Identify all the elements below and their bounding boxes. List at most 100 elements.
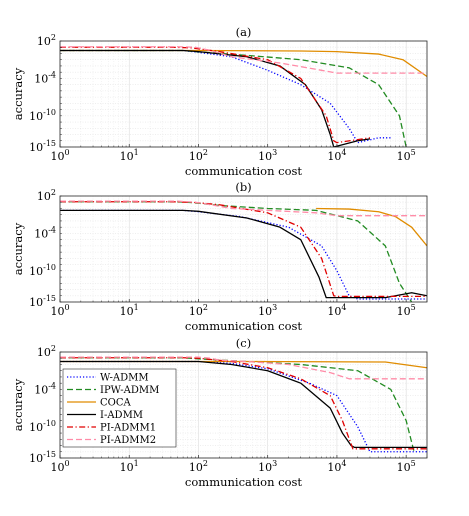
x-axis-label: communication cost: [185, 319, 303, 333]
x-tick-label: 101: [120, 148, 139, 163]
tick-exponent: 0: [64, 148, 69, 157]
legend-label: PI-ADMM1: [100, 423, 156, 434]
legend-label: W-ADMM: [100, 373, 149, 384]
legend-label: COCA: [100, 398, 132, 409]
y-axis-label: accuracy: [11, 378, 25, 431]
legend-label: IPW-ADMM: [100, 385, 159, 396]
x-tick-labels: 100 101 102 103 104 105: [50, 148, 415, 163]
tick-base: 10: [29, 141, 43, 154]
x-axis-label: communication cost: [185, 164, 303, 178]
legend-label: I-ADMM: [100, 410, 143, 421]
panel-title: (c): [236, 336, 251, 350]
y-axis-label: accuracy: [11, 222, 25, 275]
y-tick-label: 102: [37, 188, 56, 203]
series-line-i-admm: [60, 49, 371, 147]
y-tick-label: 10-15: [29, 294, 56, 309]
legend-label: PI-ADMM2: [100, 435, 156, 446]
tick-base: 10: [397, 305, 411, 318]
series-line-pi-admm1: [60, 357, 427, 450]
tick-exponent: 5: [411, 148, 416, 157]
tick-exponent: -10: [43, 419, 56, 428]
tick-base: 10: [37, 35, 51, 48]
tick-base: 10: [189, 150, 203, 163]
tick-exponent: -15: [43, 450, 56, 459]
tick-base: 10: [397, 461, 411, 474]
tick-base: 10: [189, 305, 203, 318]
tick-exponent: 1: [134, 303, 139, 312]
tick-base: 10: [29, 421, 43, 434]
x-tick-label: 105: [397, 459, 416, 474]
tick-base: 10: [34, 227, 48, 240]
y-tick-label: 10-4: [34, 381, 56, 396]
tick-base: 10: [29, 296, 43, 309]
panel-title: (b): [235, 180, 251, 194]
x-tick-label: 103: [258, 459, 277, 474]
x-tick-labels: 100 101 102 103 104 105: [50, 459, 415, 474]
tick-base: 10: [397, 150, 411, 163]
y-tick-label: 10-4: [34, 225, 56, 240]
x-tick-label: 101: [120, 459, 139, 474]
series-line-coca: [60, 49, 427, 78]
x-tick-label: 105: [397, 303, 416, 318]
tick-exponent: 0: [64, 303, 69, 312]
series-line-pi-admm1: [60, 46, 371, 144]
tick-marks: [59, 40, 428, 148]
y-tick-label: 10-4: [34, 70, 56, 85]
x-tick-label: 100: [50, 459, 69, 474]
x-tick-label: 104: [327, 303, 346, 318]
y-tick-label: 102: [37, 344, 56, 359]
y-tick-label: 10-10: [29, 263, 56, 278]
x-tick-label: 104: [327, 148, 346, 163]
tick-base: 10: [34, 72, 48, 85]
tick-base: 10: [50, 150, 64, 163]
series-line-ipw-admm: [60, 357, 415, 452]
tick-exponent: 3: [272, 148, 277, 157]
y-axis-label: accuracy: [11, 67, 25, 120]
tick-base: 10: [327, 150, 341, 163]
x-tick-label: 102: [189, 148, 208, 163]
tick-base: 10: [327, 461, 341, 474]
tick-exponent: 2: [203, 459, 208, 468]
tick-base: 10: [50, 305, 64, 318]
tick-base: 10: [29, 110, 43, 123]
tick-exponent: 1: [134, 148, 139, 157]
x-tick-label: 104: [327, 459, 346, 474]
tick-base: 10: [34, 383, 48, 396]
y-tick-label: 10-10: [29, 419, 56, 434]
axes-box: [59, 351, 428, 459]
tick-exponent: 4: [341, 459, 346, 468]
tick-base: 10: [37, 346, 51, 359]
grid: [59, 195, 428, 303]
tick-exponent: 2: [203, 148, 208, 157]
x-tick-label: 101: [120, 303, 139, 318]
tick-exponent: 4: [341, 148, 346, 157]
x-tick-label: 102: [189, 459, 208, 474]
tick-exponent: -10: [43, 263, 56, 272]
tick-exponent: -10: [43, 108, 56, 117]
tick-base: 10: [50, 461, 64, 474]
series-line-pi-admm2: [60, 356, 427, 380]
x-tick-label: 103: [258, 303, 277, 318]
tick-exponent: -4: [48, 225, 56, 234]
series-line-pi-admm2: [60, 46, 427, 74]
series-line-i-admm: [60, 360, 427, 449]
series-lines: [60, 200, 427, 302]
tick-exponent: 5: [411, 459, 416, 468]
series-lines: [60, 356, 427, 453]
series-line-w-admm: [60, 49, 391, 144]
axes-box: [59, 40, 428, 148]
x-tick-label: 103: [258, 148, 277, 163]
x-tick-label: 102: [189, 303, 208, 318]
y-tick-label: 10-10: [29, 108, 56, 123]
x-tick-label: 105: [397, 148, 416, 163]
tick-base: 10: [29, 452, 43, 465]
tick-exponent: 3: [272, 303, 277, 312]
x-tick-label: 100: [50, 148, 69, 163]
